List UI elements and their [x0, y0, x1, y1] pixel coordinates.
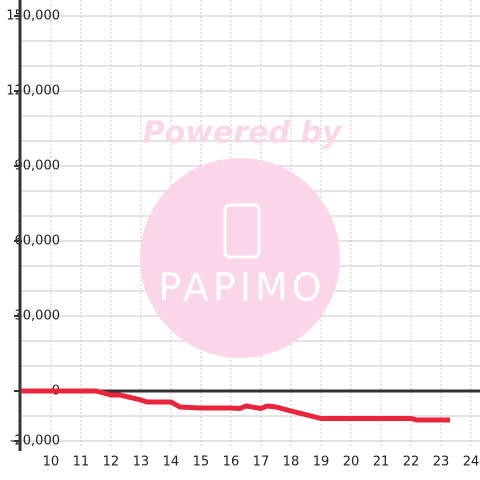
watermark-phone [223, 203, 261, 259]
x-tick-label: 20 [343, 455, 360, 470]
x-tick-label: 18 [283, 455, 300, 470]
x-tick-label: 10 [43, 455, 60, 470]
y-tick-label: 90,000 [15, 159, 61, 174]
x-tick-label: 19 [313, 455, 330, 470]
x-tick-label: 13 [133, 455, 150, 470]
x-tick-label: 22 [403, 455, 420, 470]
x-tick-label: 23 [433, 455, 450, 470]
x-tick-label: 21 [373, 455, 390, 470]
y-tick-label: -20,000 [10, 434, 60, 449]
data-line [20, 388, 450, 423]
x-tick-label: 15 [193, 455, 210, 470]
x-tick-label: 17 [253, 455, 270, 470]
y-tick-label: 60,000 [15, 234, 61, 249]
watermark-top: Powered by [143, 116, 343, 151]
x-tick-label: 24 [463, 455, 480, 470]
y-tick-label: 30,000 [15, 309, 61, 324]
watermark: Powered by PAPIMO [140, 116, 343, 358]
x-tick-label: 11 [73, 455, 90, 470]
x-tick-label: 16 [223, 455, 240, 470]
watermark-bottom: PAPIMO [158, 266, 325, 310]
x-tick-label: 12 [103, 455, 120, 470]
x-tick-label: 14 [163, 455, 180, 470]
